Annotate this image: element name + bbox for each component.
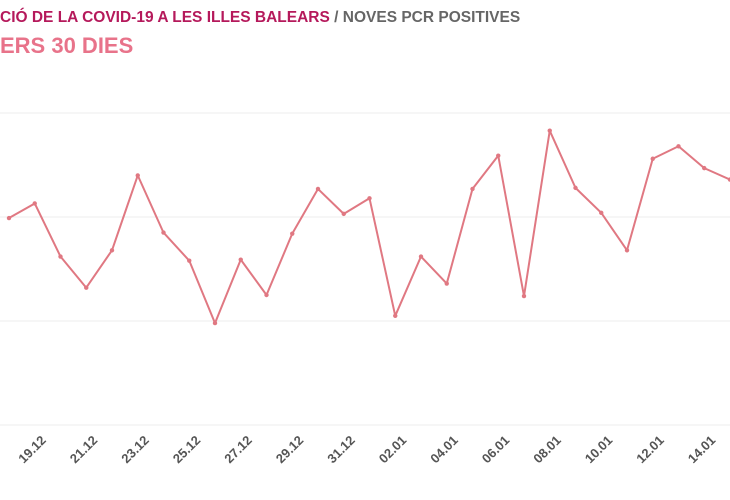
x-tick-label: 19.12 <box>15 433 49 467</box>
data-point <box>84 285 89 290</box>
data-point <box>470 186 475 192</box>
data-point <box>521 293 527 299</box>
data-point <box>161 230 166 235</box>
x-tick-label: 04.01 <box>427 433 461 467</box>
data-point <box>624 248 630 253</box>
data-point <box>341 211 346 217</box>
title-main: CIÓ DE LA COVID-19 A LES ILLES BALEARS <box>0 8 330 26</box>
x-tick-label: 06.01 <box>479 433 513 467</box>
data-point <box>727 177 730 182</box>
data-point <box>238 257 243 262</box>
data-point <box>496 153 501 158</box>
data-point <box>32 201 37 206</box>
x-tick-label: 12.01 <box>633 433 667 467</box>
data-point <box>547 128 552 133</box>
data-point <box>418 254 424 259</box>
x-tick-label: 25.12 <box>170 433 204 467</box>
x-tick-label: 23.12 <box>118 433 152 467</box>
x-tick-label: 21.12 <box>67 433 101 467</box>
data-point <box>315 186 321 192</box>
data-point <box>187 258 192 263</box>
data-point <box>573 185 578 191</box>
data-point <box>212 320 218 326</box>
data-point <box>444 281 449 286</box>
data-point <box>702 165 707 171</box>
grid <box>0 112 730 426</box>
data-point <box>58 254 63 259</box>
chart-title: CIÓ DE LA COVID-19 A LES ILLES BALEARS /… <box>0 8 520 26</box>
data-point <box>290 231 295 236</box>
data-point <box>650 156 655 161</box>
plot <box>6 128 730 326</box>
x-tick-label: 10.01 <box>582 433 616 467</box>
data-point <box>367 196 372 201</box>
data-point <box>264 292 269 298</box>
x-tick-label: 08.01 <box>530 433 564 467</box>
data-point <box>135 173 140 178</box>
data-point <box>109 248 115 253</box>
data-point <box>676 144 681 149</box>
x-tick-label: 29.12 <box>273 433 307 467</box>
title-secondary: / NOVES PCR POSITIVES <box>334 9 520 26</box>
x-tick-label: 14.01 <box>685 433 719 467</box>
data-point <box>393 313 398 318</box>
series-line <box>8 129 730 325</box>
x-tick-label: 02.01 <box>376 433 410 467</box>
chart-subtitle: ERS 30 DIES <box>0 33 133 58</box>
data-point <box>6 215 12 221</box>
x-tick-label: 27.12 <box>221 433 255 467</box>
data-point <box>599 210 604 216</box>
x-tick-label: 31.12 <box>324 433 358 467</box>
